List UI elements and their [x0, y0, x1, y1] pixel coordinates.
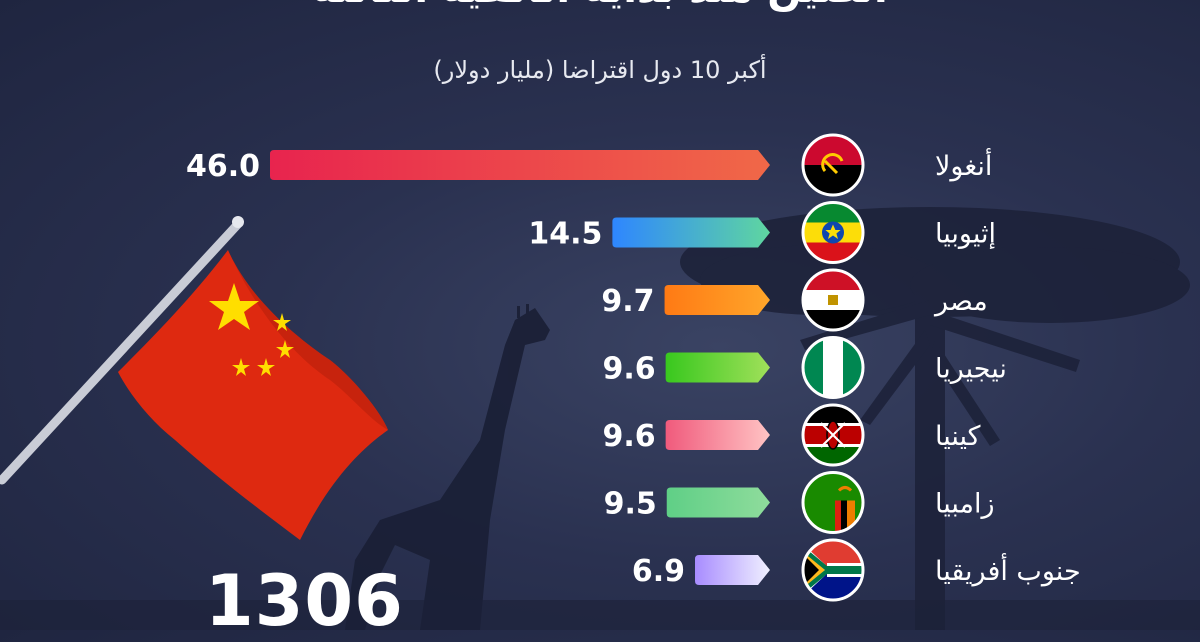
bar-5 — [666, 487, 770, 518]
bar-value-label: 9.5 — [604, 487, 657, 522]
bar-value-label: 46.0 — [186, 149, 260, 184]
south-africa-flag-icon — [801, 538, 865, 602]
kenya-flag-icon — [801, 403, 865, 467]
country-label: نيجيريا — [935, 354, 1007, 385]
angola-flag-icon — [801, 133, 865, 197]
page-title: الصين منذ بداية الألفية الثالثة — [0, 0, 1200, 12]
giraffe-silhouette — [345, 304, 550, 630]
flagpole — [0, 219, 243, 485]
egypt-flag-icon — [801, 268, 865, 332]
bar-3 — [665, 352, 770, 383]
china-flag-icon — [118, 250, 388, 540]
bar-value-label: 9.6 — [602, 419, 655, 454]
country-label: أنغولا — [935, 147, 992, 182]
bar-2 — [664, 285, 770, 315]
bar-1 — [612, 217, 770, 248]
ethiopia-flag-icon — [801, 201, 865, 264]
bar-4 — [665, 420, 770, 450]
bar-value-label: 14.5 — [528, 217, 602, 252]
bar-value-label: 9.6 — [602, 352, 655, 387]
country-label: زامبيا — [935, 489, 995, 520]
country-label: مصر — [933, 286, 988, 317]
total-loans-value: 1306 — [205, 560, 404, 642]
bar-6 — [695, 555, 770, 585]
country-label: جنوب أفريقيا — [935, 552, 1081, 587]
bar-value-label: 6.9 — [632, 554, 685, 589]
country-label: إثيوبيا — [935, 219, 996, 250]
bar-value-label: 9.7 — [601, 284, 654, 319]
zambia-flag-icon — [801, 471, 865, 534]
chart-subtitle: أكبر 10 دول اقتراضا (مليار دولار) — [433, 56, 767, 84]
bar-0 — [270, 150, 770, 180]
nigeria-flag-icon — [801, 336, 865, 399]
country-label: كينيا — [935, 421, 981, 452]
